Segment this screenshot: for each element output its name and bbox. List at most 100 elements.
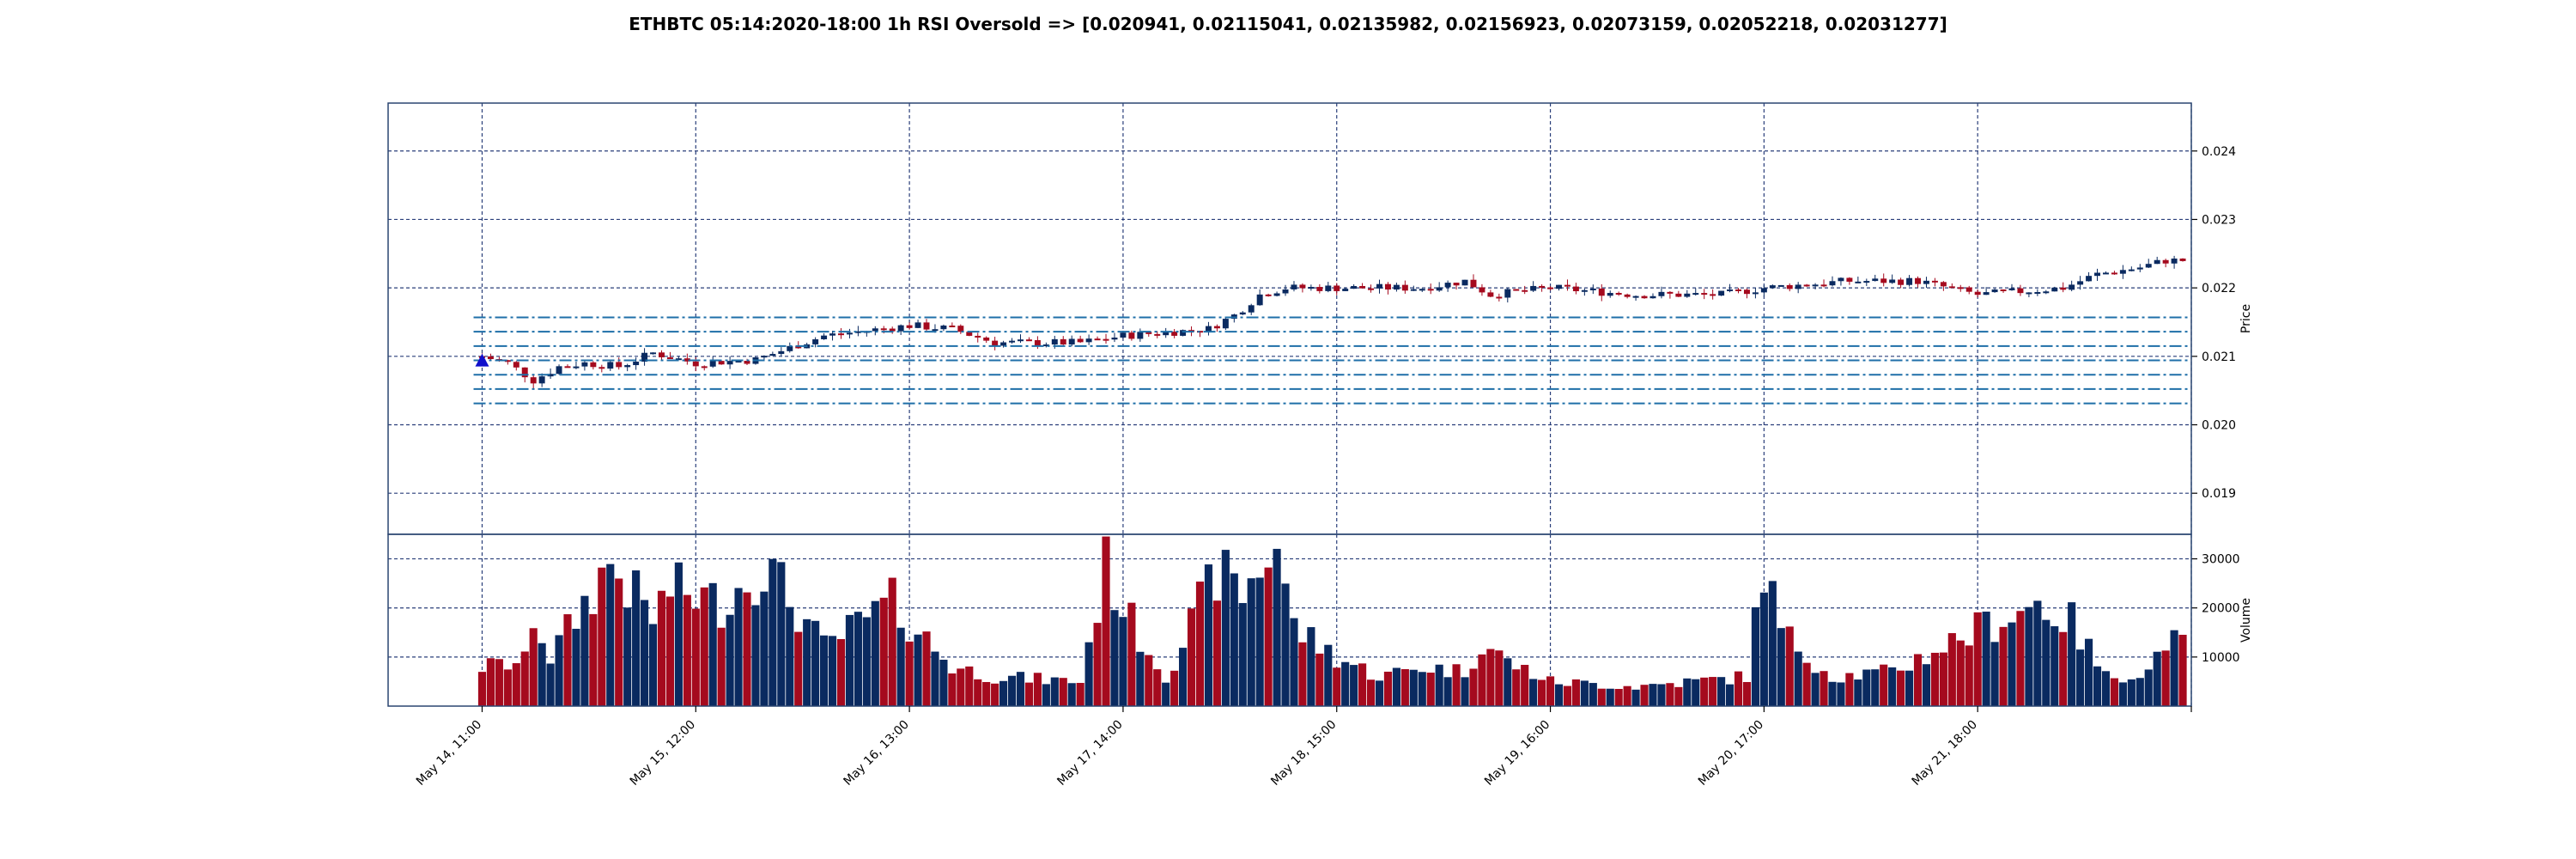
chart-title: ETHBTC 05:14:2020-18:00 1h RSI Oversold …: [629, 14, 1947, 34]
candle-body: [692, 361, 699, 367]
price-panel-frame: [387, 102, 2192, 535]
volume-bar: [1033, 673, 1042, 706]
candle-body: [1641, 295, 1648, 299]
candle-body: [1556, 284, 1562, 289]
candle-body: [556, 366, 562, 375]
candle-body: [1282, 289, 1289, 294]
candle-body: [1701, 293, 1708, 295]
candle-body: [2154, 259, 2160, 265]
candle-body: [2179, 259, 2186, 261]
candle-body: [633, 362, 640, 366]
volume-bar: [486, 658, 495, 706]
candle-body: [966, 332, 973, 336]
volume-bar: [1204, 564, 1213, 706]
candle-body: [616, 362, 623, 368]
candle-body: [983, 337, 990, 341]
volume-bar: [1212, 600, 1221, 706]
volume-bar: [1007, 675, 1017, 706]
volume-bar: [1016, 672, 1025, 706]
volume-bar: [1777, 628, 1785, 706]
volume-bar: [632, 570, 641, 706]
candle-body: [1522, 289, 1528, 292]
volume-bar: [1529, 679, 1538, 706]
volume-bar: [1230, 573, 1238, 706]
volume-bar: [2084, 638, 2093, 706]
candle-body: [787, 345, 793, 351]
volume-bar: [1922, 664, 1931, 706]
candle-body: [1727, 289, 1734, 291]
volume-bar: [1623, 685, 1631, 706]
candle-body: [880, 328, 887, 331]
candle-body: [675, 358, 682, 361]
volume-bar: [2033, 600, 2042, 706]
volume-bar: [1905, 670, 1914, 706]
candle-body: [854, 331, 861, 333]
volume-bar: [836, 639, 846, 706]
candle-body: [1965, 287, 1972, 292]
candle-body: [1812, 284, 1819, 287]
volume-bar: [1195, 582, 1205, 706]
volume-bar: [2170, 630, 2178, 706]
candle-body: [1692, 293, 1699, 295]
volume-bar: [1366, 679, 1376, 706]
candle-body: [624, 365, 631, 368]
candle-body: [2136, 267, 2143, 270]
candle-body: [2000, 289, 2007, 291]
volume-bar: [606, 564, 615, 706]
volume-bar: [2042, 619, 2050, 706]
candle-body: [1180, 330, 1187, 336]
volume-bar: [1837, 682, 1845, 706]
candle-body: [1632, 295, 1639, 298]
candle-body: [1248, 305, 1255, 313]
volume-bar: [1264, 567, 1273, 706]
volume-bar: [982, 681, 991, 706]
candle-body: [1684, 293, 1691, 297]
volume-bar: [1683, 678, 1692, 706]
candle-body: [932, 329, 939, 332]
candle-body: [726, 361, 733, 365]
candle-body: [1025, 339, 1032, 342]
volume-bar: [1589, 683, 1597, 706]
candle-body: [513, 362, 519, 368]
volume-bar: [2144, 669, 2153, 706]
x-tick-label: May 14, 11:00: [414, 718, 484, 789]
volume-bar: [726, 614, 734, 706]
volume-bar: [1170, 670, 1179, 706]
volume-bar: [1050, 677, 1059, 706]
volume-bar: [845, 614, 854, 706]
candle-body: [1256, 294, 1263, 306]
volume-bar: [1571, 679, 1580, 706]
candle-body: [1051, 338, 1058, 345]
volume-bar: [1461, 677, 1469, 706]
volume-bar: [786, 606, 794, 706]
candle-body: [1760, 288, 1767, 293]
volume-bar: [1606, 688, 1614, 706]
candle-body: [1436, 287, 1443, 291]
candle-body: [1846, 277, 1853, 282]
candle-body: [1068, 338, 1075, 345]
volume-panel: 10000 20000 30000 Volume: [387, 533, 2253, 707]
volume-bar: [1375, 680, 1384, 706]
volume-bar: [1478, 654, 1486, 706]
candle-body: [1265, 294, 1272, 296]
candle-body: [573, 366, 580, 369]
candle-body: [1547, 287, 1554, 289]
candle-body: [940, 325, 947, 330]
volume-bar: [1657, 684, 1666, 706]
candle-body: [778, 350, 785, 355]
candle-body: [812, 338, 819, 344]
volume-bar: [1597, 688, 1606, 706]
candle-body: [889, 328, 896, 332]
candle-body: [2008, 288, 2015, 290]
volume-bar: [743, 592, 751, 706]
candle-body: [1795, 284, 1801, 289]
volume-bar: [914, 634, 922, 706]
volume-bar: [2110, 678, 2119, 706]
candle-body: [914, 322, 921, 328]
candle-body: [1649, 295, 1656, 299]
volume-bar: [1939, 652, 1947, 706]
candle-body: [2026, 292, 2032, 295]
volume-bar: [828, 636, 837, 706]
volume-bar: [905, 641, 914, 706]
volume-bar: [2153, 651, 2161, 706]
